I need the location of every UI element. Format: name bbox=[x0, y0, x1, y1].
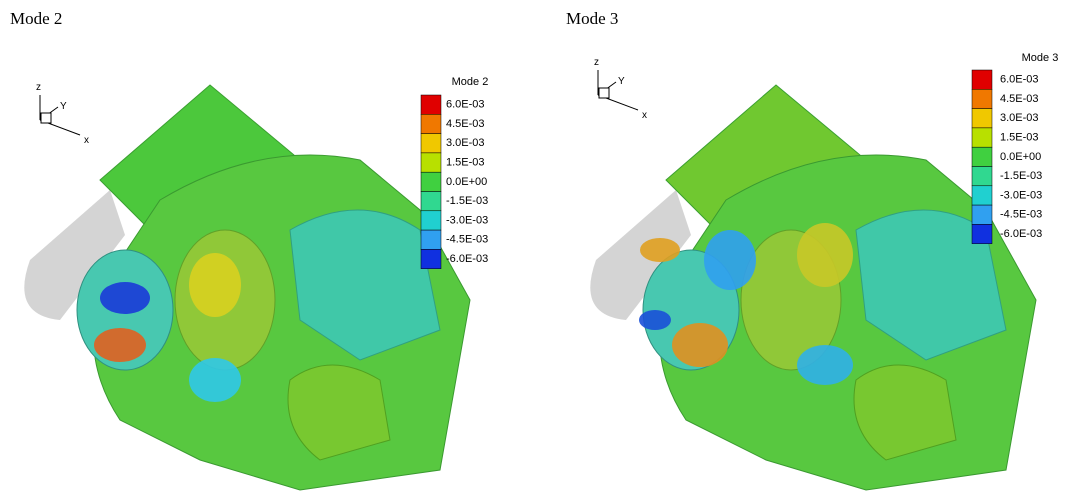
legend-label: 1.5E-03 bbox=[446, 156, 485, 168]
legend-swatch bbox=[421, 249, 441, 268]
legend-label: -3.0E-03 bbox=[1000, 189, 1042, 201]
legend-label: 3.0E-03 bbox=[1000, 112, 1039, 124]
iso-blob bbox=[797, 345, 853, 385]
axis-label: Y bbox=[618, 76, 625, 87]
legend-title: Mode 2 bbox=[452, 76, 489, 88]
legend-swatch bbox=[972, 70, 992, 89]
legend-swatch bbox=[421, 230, 441, 249]
legend-title: Mode 3 bbox=[1022, 52, 1059, 64]
axis-label: x bbox=[642, 110, 647, 121]
legend-label: 6.0E-03 bbox=[1000, 74, 1039, 86]
legend-swatch bbox=[421, 211, 441, 230]
panel-title: Mode 2 bbox=[10, 9, 62, 28]
iso-blob bbox=[672, 323, 728, 367]
panel-title: Mode 3 bbox=[566, 9, 618, 28]
legend-swatch bbox=[421, 134, 441, 153]
legend-swatch bbox=[421, 114, 441, 133]
legend-swatch bbox=[972, 186, 992, 205]
iso-blob bbox=[704, 230, 756, 290]
iso-blob bbox=[94, 328, 146, 362]
legend-label: 4.5E-03 bbox=[1000, 93, 1039, 105]
legend-swatch bbox=[421, 153, 441, 172]
iso-blob bbox=[189, 358, 241, 402]
figure: Mode 2 z Yx Mode 2 6.0E-03 4.5E-03 3.0E-03 1.5E… bbox=[0, 0, 1074, 502]
panel: Mode 3 z Yx Mode 3 6.0E-03 4.5E-03 3.0E-03 1.5E… bbox=[566, 9, 1058, 490]
legend-label: -1.5E-03 bbox=[1000, 170, 1042, 182]
axis-label: z bbox=[36, 82, 41, 93]
legend-label: -4.5E-03 bbox=[446, 234, 488, 246]
axis-box bbox=[41, 113, 51, 123]
legend-label: 0.0E+00 bbox=[1000, 151, 1041, 163]
axis-label: z bbox=[594, 57, 599, 68]
legend-swatch bbox=[421, 172, 441, 191]
legend-label: -3.0E-03 bbox=[446, 214, 488, 226]
legend-label: 4.5E-03 bbox=[446, 118, 485, 130]
axis-label: x bbox=[84, 135, 89, 146]
legend-swatch bbox=[972, 205, 992, 224]
legend-label: 3.0E-03 bbox=[446, 137, 485, 149]
legend-label: 0.0E+00 bbox=[446, 176, 487, 188]
legend-swatch bbox=[972, 224, 992, 243]
legend-swatch bbox=[972, 147, 992, 166]
legend-swatch bbox=[421, 192, 441, 211]
iso-blob bbox=[640, 238, 680, 262]
legend-label: 6.0E-03 bbox=[446, 99, 485, 111]
panel: Mode 2 z Yx Mode 2 6.0E-03 4.5E-03 3.0E-03 1.5E… bbox=[10, 9, 488, 490]
legend-label: -6.0E-03 bbox=[1000, 228, 1042, 240]
legend-label: -6.0E-03 bbox=[446, 253, 488, 265]
iso-blob bbox=[100, 282, 150, 314]
legend-label: -4.5E-03 bbox=[1000, 209, 1042, 221]
axis-label: Y bbox=[60, 101, 67, 112]
legend-swatch bbox=[421, 95, 441, 114]
iso-blob bbox=[639, 310, 671, 330]
iso-blob bbox=[797, 223, 853, 287]
legend-label: 1.5E-03 bbox=[1000, 131, 1039, 143]
legend-swatch bbox=[972, 128, 992, 147]
legend-swatch bbox=[972, 109, 992, 128]
axis-box bbox=[599, 88, 609, 98]
legend-swatch bbox=[972, 167, 992, 186]
legend-label: -1.5E-03 bbox=[446, 195, 488, 207]
legend-swatch bbox=[972, 89, 992, 108]
iso-blob bbox=[189, 253, 241, 317]
